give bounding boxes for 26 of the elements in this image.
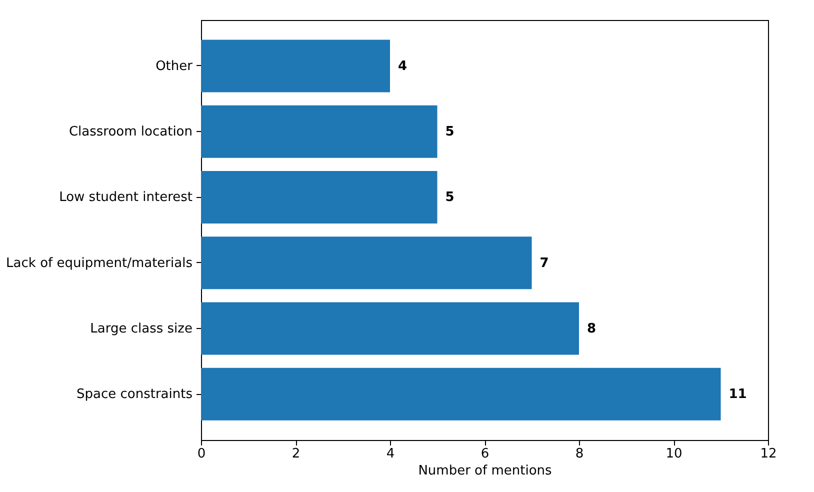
bar [201, 236, 532, 290]
data-label: 11 [728, 387, 747, 402]
x-tick-label: 10 [666, 446, 682, 462]
x-tick-label: 2 [292, 446, 300, 462]
bar [201, 40, 390, 92]
y-tick-label: Space constraints [76, 387, 193, 402]
x-tick-label: 4 [386, 446, 395, 462]
y-tick-label: Large class size [90, 321, 192, 336]
bar [201, 170, 438, 224]
data-label: 5 [445, 190, 454, 206]
y-tick-label: Classroom location [68, 124, 192, 140]
bar [201, 368, 721, 420]
y-tick-label: Other [156, 58, 194, 74]
bar [201, 302, 579, 355]
y-tick-label: Lack of equipment/materials [6, 256, 193, 271]
x-tick-label: 8 [575, 446, 584, 462]
x-tick-label: 12 [760, 446, 777, 462]
x-tick-label: 0 [197, 446, 206, 462]
x-axis-title: Number of mentions [418, 464, 552, 478]
data-label: 4 [398, 58, 408, 74]
bar [201, 105, 438, 158]
y-tick-label: Low student interest [59, 190, 192, 206]
data-label: 5 [445, 124, 454, 140]
data-label: 7 [540, 256, 549, 271]
x-tick-label: 6 [480, 446, 490, 462]
data-label: 8 [587, 321, 596, 336]
